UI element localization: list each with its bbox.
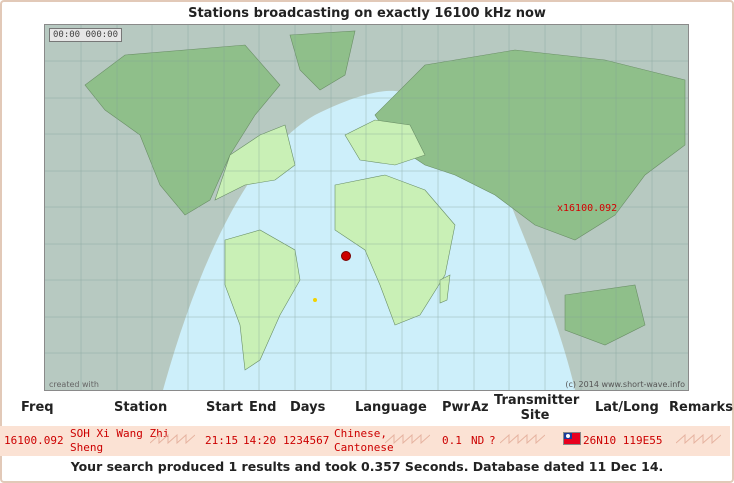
map-credit-left: created with bbox=[49, 380, 99, 389]
row-pattern-icon bbox=[150, 434, 195, 444]
cell-language-line1: Chinese, bbox=[334, 427, 387, 440]
row-pattern-icon bbox=[385, 434, 430, 444]
column-header-latlong: Lat/Long bbox=[595, 400, 659, 415]
column-header-freq: Freq bbox=[21, 400, 54, 415]
row-pattern-icon bbox=[676, 434, 721, 444]
cell-days: 1234567 bbox=[283, 434, 330, 447]
cell-end: 14:20 bbox=[243, 434, 277, 447]
cell-language-line2: Cantonese bbox=[334, 441, 394, 454]
cell-freq[interactable]: 16100.092 bbox=[4, 434, 64, 447]
taiwan-flag-icon bbox=[563, 432, 581, 445]
search-summary: Your search produced 1 results and took … bbox=[70, 459, 664, 474]
cell-language: Chinese, Cantonese bbox=[334, 427, 394, 455]
cell-station-line1: SOH Xi Wang Zhi bbox=[70, 427, 170, 440]
column-header-language: Language bbox=[355, 400, 427, 415]
column-header-pwr: Pwr bbox=[442, 400, 470, 415]
map-canvas bbox=[45, 25, 688, 390]
cell-site[interactable]: ? bbox=[489, 434, 496, 447]
cell-pwr: 0.1 bbox=[442, 434, 462, 447]
sun-position-marker bbox=[341, 251, 351, 261]
cell-station[interactable]: SOH Xi Wang Zhi Sheng bbox=[70, 427, 169, 455]
column-header-az: Az bbox=[471, 400, 489, 415]
cell-station-line2: Sheng bbox=[70, 441, 104, 454]
cell-start: 21:15 bbox=[205, 434, 239, 447]
row-pattern-icon bbox=[500, 434, 545, 444]
cell-latlong[interactable]: 26N10 119E55 bbox=[583, 434, 663, 447]
column-header-site-line2: Site bbox=[520, 408, 550, 423]
table-row[interactable] bbox=[0, 426, 730, 456]
moon-position-marker bbox=[313, 298, 317, 302]
column-header-days: Days bbox=[290, 400, 326, 415]
column-header-end: End bbox=[249, 400, 277, 415]
transmitter-marker-label: x16100.092 bbox=[557, 203, 618, 214]
column-header-site-line1: Transmitter bbox=[494, 393, 580, 408]
world-map: 00:00 000:00 x16100.092 created with (c)… bbox=[44, 24, 689, 391]
column-header-transmitter-site: Transmitter Site bbox=[494, 393, 580, 423]
column-header-station: Station bbox=[114, 400, 168, 415]
page-title: Stations broadcasting on exactly 16100 k… bbox=[188, 6, 546, 21]
map-clock: 00:00 000:00 bbox=[49, 28, 123, 42]
map-credit-right: (c) 2014 www.short-wave.info bbox=[565, 380, 685, 389]
column-header-start: Start bbox=[206, 400, 243, 415]
cell-az: ND bbox=[471, 434, 485, 447]
column-header-remarks: Remarks bbox=[669, 400, 733, 415]
